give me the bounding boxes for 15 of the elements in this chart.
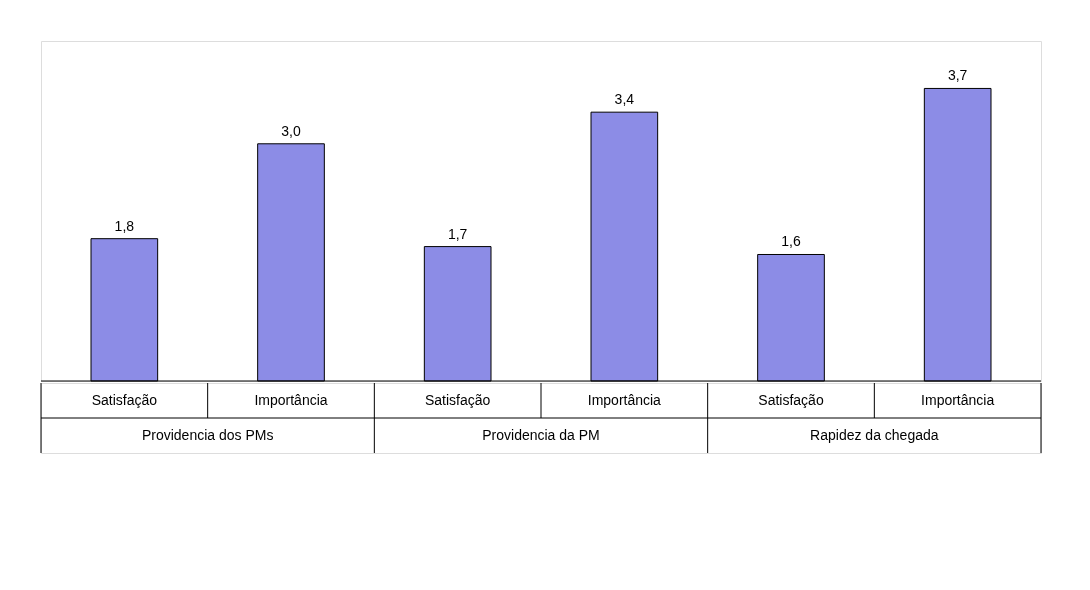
data-label: 3,0 <box>281 122 301 139</box>
data-label: 1,8 <box>114 217 135 234</box>
text: Rapidez da chegada <box>810 426 939 443</box>
x-tick-label: Satisfação <box>91 391 158 408</box>
data-label: 1,7 <box>447 225 468 242</box>
data-label: 3,4 <box>614 91 635 108</box>
text: Providencia da PM <box>482 426 600 443</box>
text: Providencia dos PMs <box>141 426 274 443</box>
data-label: 3,7 <box>947 67 968 84</box>
x-tick-label: Satisfação <box>758 391 824 408</box>
x-tick-label: Satisfação <box>424 391 491 408</box>
x-tick-label: Importância <box>587 391 662 408</box>
x-tick-label: Importância <box>254 391 328 408</box>
data-label: 1,6 <box>781 233 801 250</box>
x-tick-label: Importância <box>921 391 995 408</box>
